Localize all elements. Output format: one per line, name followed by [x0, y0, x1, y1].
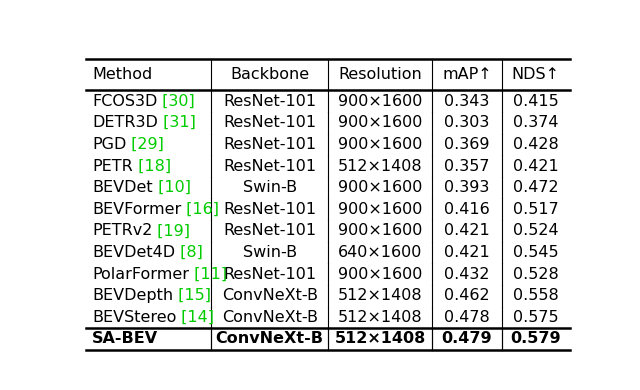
Text: ResNet-101: ResNet-101 — [223, 267, 316, 282]
Text: SA-BEV: SA-BEV — [92, 332, 158, 346]
Text: Resolution: Resolution — [338, 67, 422, 82]
Text: 0.357: 0.357 — [444, 158, 490, 174]
Text: NDS↑: NDS↑ — [512, 67, 560, 82]
Text: BEVDepth: BEVDepth — [92, 288, 173, 303]
Text: 900×1600: 900×1600 — [338, 180, 422, 195]
Text: 0.343: 0.343 — [444, 94, 490, 109]
Text: 0.421: 0.421 — [444, 223, 490, 238]
Text: ResNet-101: ResNet-101 — [223, 223, 316, 238]
Text: [15]: [15] — [173, 288, 211, 303]
Text: 640×1600: 640×1600 — [338, 245, 422, 260]
Text: [29]: [29] — [126, 137, 164, 152]
Text: 0.478: 0.478 — [444, 310, 490, 325]
Text: ConvNeXt-B: ConvNeXt-B — [221, 288, 317, 303]
Text: BEVDet: BEVDet — [92, 180, 152, 195]
Text: ConvNeXt-B: ConvNeXt-B — [221, 310, 317, 325]
Text: Backbone: Backbone — [230, 67, 309, 82]
Text: 0.462: 0.462 — [444, 288, 490, 303]
Text: ResNet-101: ResNet-101 — [223, 158, 316, 174]
Text: 512×1408: 512×1408 — [338, 310, 422, 325]
Text: ResNet-101: ResNet-101 — [223, 137, 316, 152]
Text: [18]: [18] — [132, 158, 171, 174]
Text: [14]: [14] — [176, 310, 214, 325]
Text: [11]: [11] — [189, 267, 227, 282]
Text: 900×1600: 900×1600 — [338, 267, 422, 282]
Text: 0.416: 0.416 — [444, 202, 490, 217]
Text: 0.575: 0.575 — [513, 310, 559, 325]
Text: BEVFormer: BEVFormer — [92, 202, 181, 217]
Text: mAP↑: mAP↑ — [442, 67, 492, 82]
Text: 0.421: 0.421 — [444, 245, 490, 260]
Text: 0.393: 0.393 — [444, 180, 490, 195]
Text: 0.369: 0.369 — [444, 137, 490, 152]
Text: 0.579: 0.579 — [511, 332, 561, 346]
Text: ResNet-101: ResNet-101 — [223, 94, 316, 109]
Text: 0.428: 0.428 — [513, 137, 559, 152]
Text: 0.374: 0.374 — [513, 115, 559, 130]
Text: 900×1600: 900×1600 — [338, 137, 422, 152]
Text: 900×1600: 900×1600 — [338, 94, 422, 109]
Text: 900×1600: 900×1600 — [338, 223, 422, 238]
Text: 512×1408: 512×1408 — [338, 288, 422, 303]
Text: BEVDet4D: BEVDet4D — [92, 245, 175, 260]
Text: 0.517: 0.517 — [513, 202, 559, 217]
Text: ResNet-101: ResNet-101 — [223, 115, 316, 130]
Text: PolarFormer: PolarFormer — [92, 267, 189, 282]
Text: 0.528: 0.528 — [513, 267, 559, 282]
Text: [10]: [10] — [152, 180, 191, 195]
Text: DETR3D: DETR3D — [92, 115, 158, 130]
Text: Swin-B: Swin-B — [243, 245, 297, 260]
Text: [16]: [16] — [181, 202, 219, 217]
Text: PETRv2: PETRv2 — [92, 223, 152, 238]
Text: ConvNeXt-B: ConvNeXt-B — [216, 332, 324, 346]
Text: [8]: [8] — [175, 245, 203, 260]
Text: ResNet-101: ResNet-101 — [223, 202, 316, 217]
Text: Swin-B: Swin-B — [243, 180, 297, 195]
Text: 0.303: 0.303 — [444, 115, 490, 130]
Text: PGD: PGD — [92, 137, 126, 152]
Text: Method: Method — [92, 67, 152, 82]
Text: 512×1408: 512×1408 — [335, 332, 426, 346]
Text: [31]: [31] — [158, 115, 196, 130]
Text: 0.545: 0.545 — [513, 245, 559, 260]
Text: 0.479: 0.479 — [442, 332, 492, 346]
Text: 512×1408: 512×1408 — [338, 158, 422, 174]
Text: 900×1600: 900×1600 — [338, 115, 422, 130]
Text: 0.558: 0.558 — [513, 288, 559, 303]
Text: 0.524: 0.524 — [513, 223, 559, 238]
Text: 0.432: 0.432 — [444, 267, 490, 282]
Text: [19]: [19] — [152, 223, 190, 238]
Text: 0.421: 0.421 — [513, 158, 559, 174]
Text: BEVStereo: BEVStereo — [92, 310, 176, 325]
Text: PETR: PETR — [92, 158, 132, 174]
Text: 900×1600: 900×1600 — [338, 202, 422, 217]
Text: 0.415: 0.415 — [513, 94, 559, 109]
Text: [30]: [30] — [157, 94, 195, 109]
Text: FCOS3D: FCOS3D — [92, 94, 157, 109]
Text: 0.472: 0.472 — [513, 180, 559, 195]
